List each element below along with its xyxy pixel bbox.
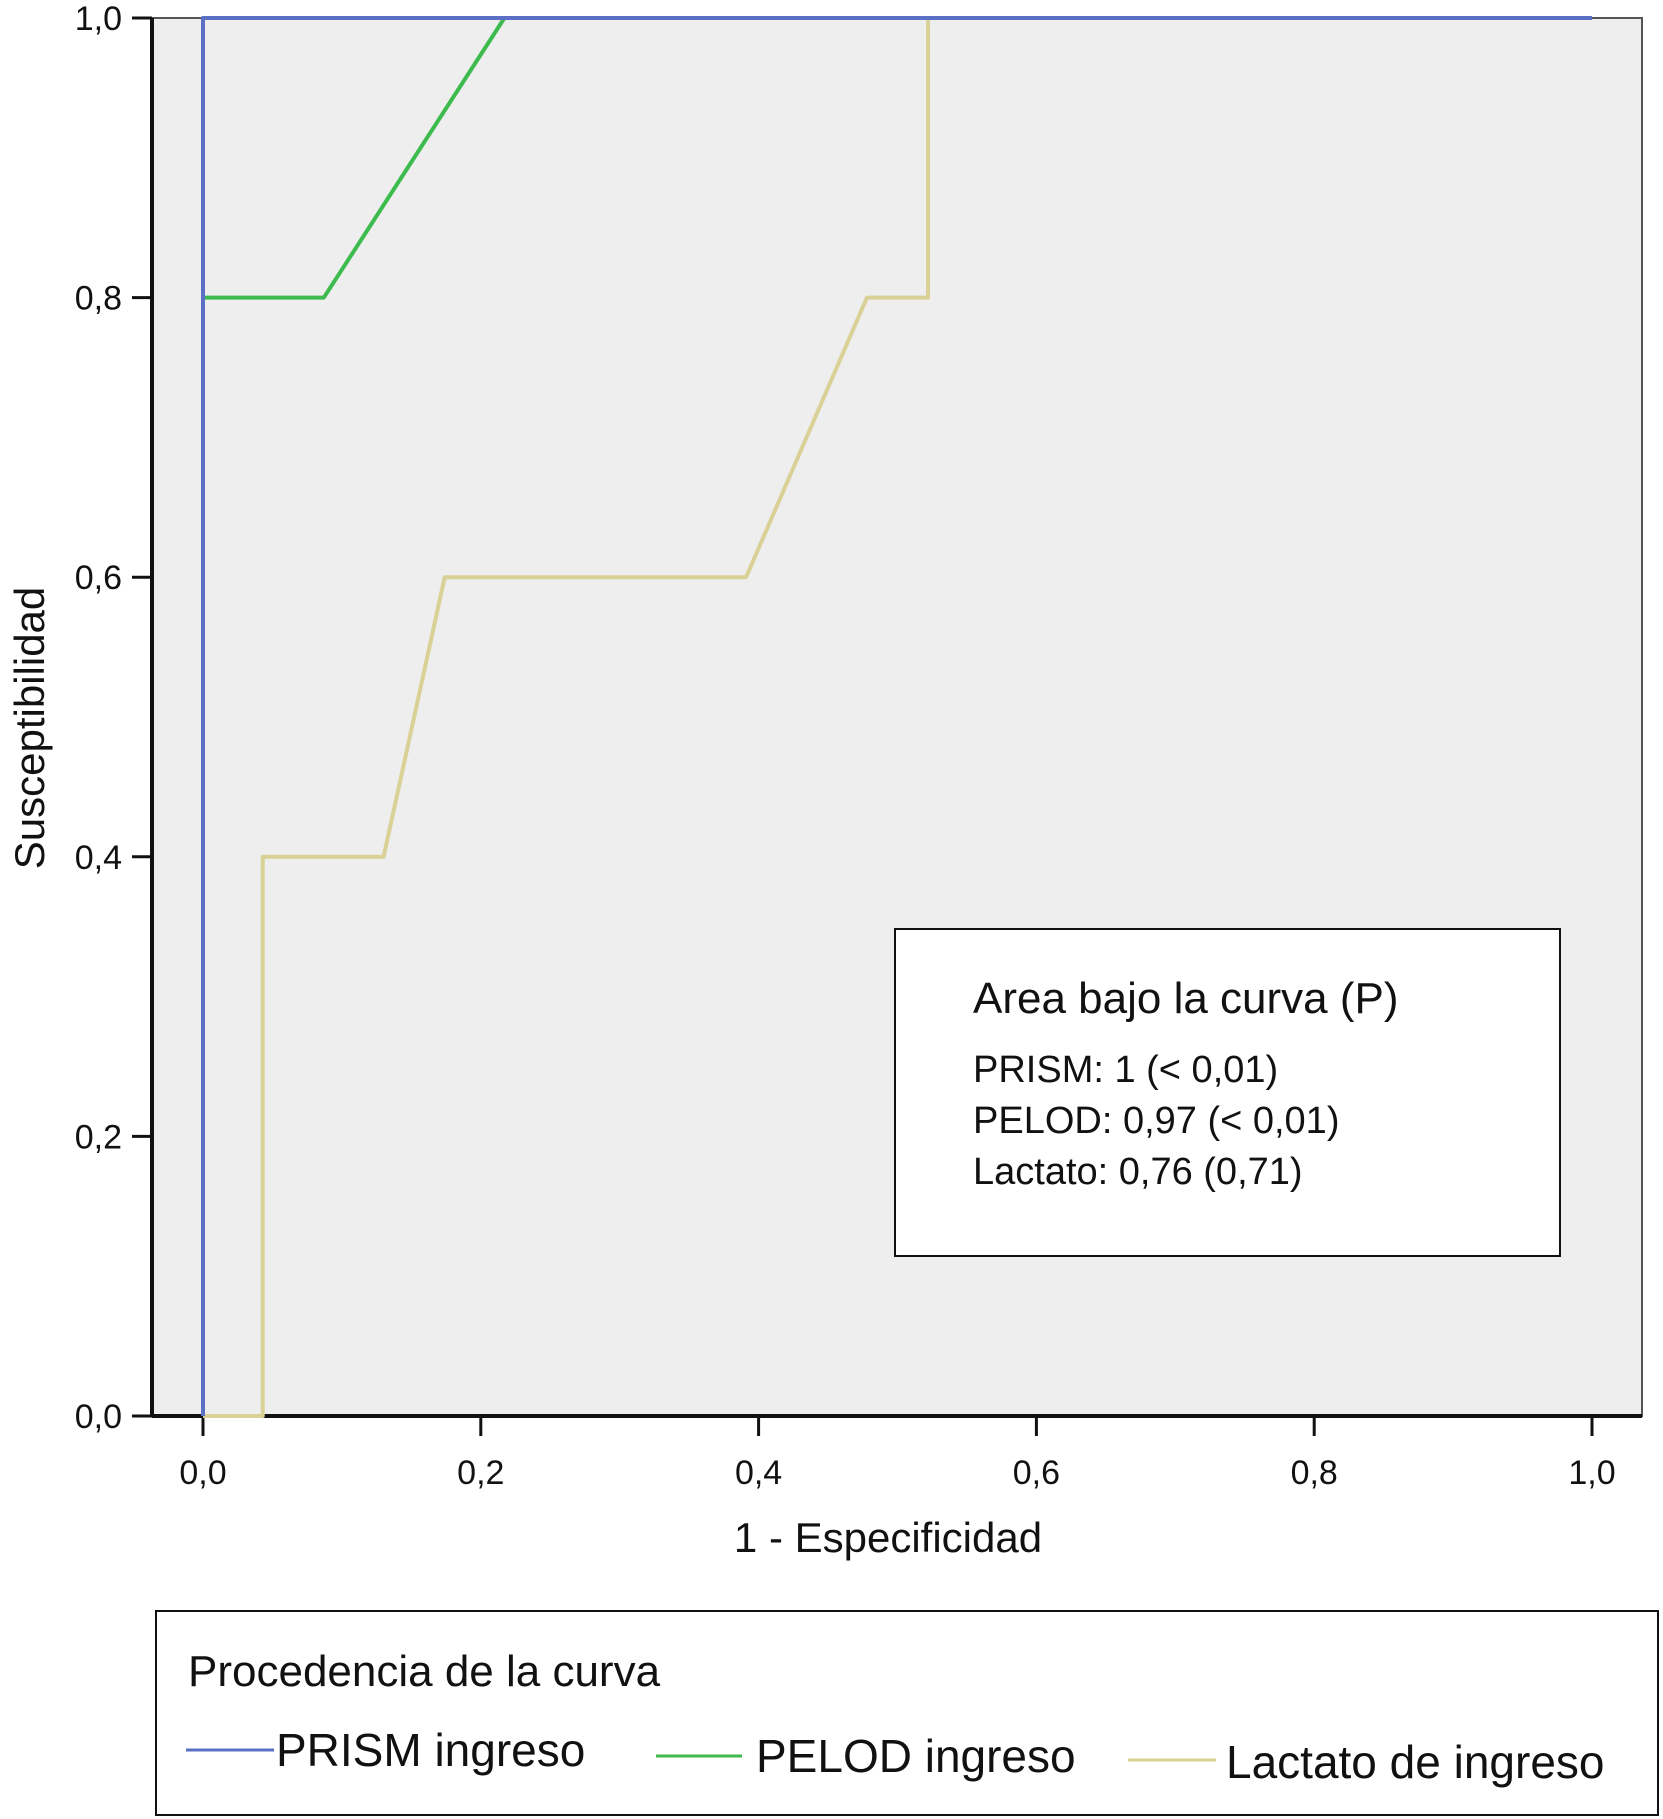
x-axis-ticks: 0,0 0,2 0,4 0,6 0,8 1,0 <box>179 1416 1616 1492</box>
x-tick-label: 0,8 <box>1291 1454 1338 1492</box>
y-tick-label: 1,0 <box>75 0 122 38</box>
legend-label-pelod: PELOD ingreso <box>756 1730 1076 1782</box>
y-tick-label: 0,6 <box>75 559 122 597</box>
auc-annotation-line: PRISM: 1 (< 0,01) <box>973 1049 1278 1091</box>
x-tick-label: 0,2 <box>457 1454 504 1492</box>
x-tick-label: 0,0 <box>179 1454 226 1492</box>
auc-annotation: Area bajo la curva (P) PRISM: 1 (< 0,01)… <box>894 928 1561 1257</box>
x-tick-label: 0,4 <box>735 1454 782 1492</box>
auc-annotation-box <box>894 928 1561 1257</box>
series-layer <box>201 16 1592 1418</box>
legend-label-prism: PRISM ingreso <box>276 1724 585 1776</box>
x-axis-title: 1 - Especificidad <box>734 1514 1042 1561</box>
legend: Procedencia de la curva PRISM ingreso PE… <box>155 1610 1659 1816</box>
x-tick-label: 0,6 <box>1013 1454 1060 1492</box>
y-tick-label: 0,4 <box>75 839 122 877</box>
auc-annotation-line: PELOD: 0,97 (< 0,01) <box>973 1100 1339 1142</box>
series-line-lactato-de-ingreso <box>203 16 1592 1418</box>
auc-annotation-line: Lactato: 0,76 (0,71) <box>973 1151 1303 1193</box>
x-tick-label: 1,0 <box>1568 1454 1615 1492</box>
y-tick-label: 0,8 <box>75 280 122 318</box>
legend-label-lactato: Lactato de ingreso <box>1226 1736 1605 1788</box>
y-axis-title: Susceptibilidad <box>6 587 53 870</box>
legend-box <box>155 1610 1659 1816</box>
auc-annotation-title: Area bajo la curva (P) <box>973 974 1399 1023</box>
y-tick-label: 0,0 <box>75 1398 122 1436</box>
y-axis-ticks: 0,0 0,2 0,4 0,6 0,8 1,0 <box>75 0 152 1436</box>
series-line-prism-ingreso <box>201 16 1592 1416</box>
legend-title: Procedencia de la curva <box>188 1647 661 1696</box>
y-tick-label: 0,2 <box>75 1118 122 1156</box>
